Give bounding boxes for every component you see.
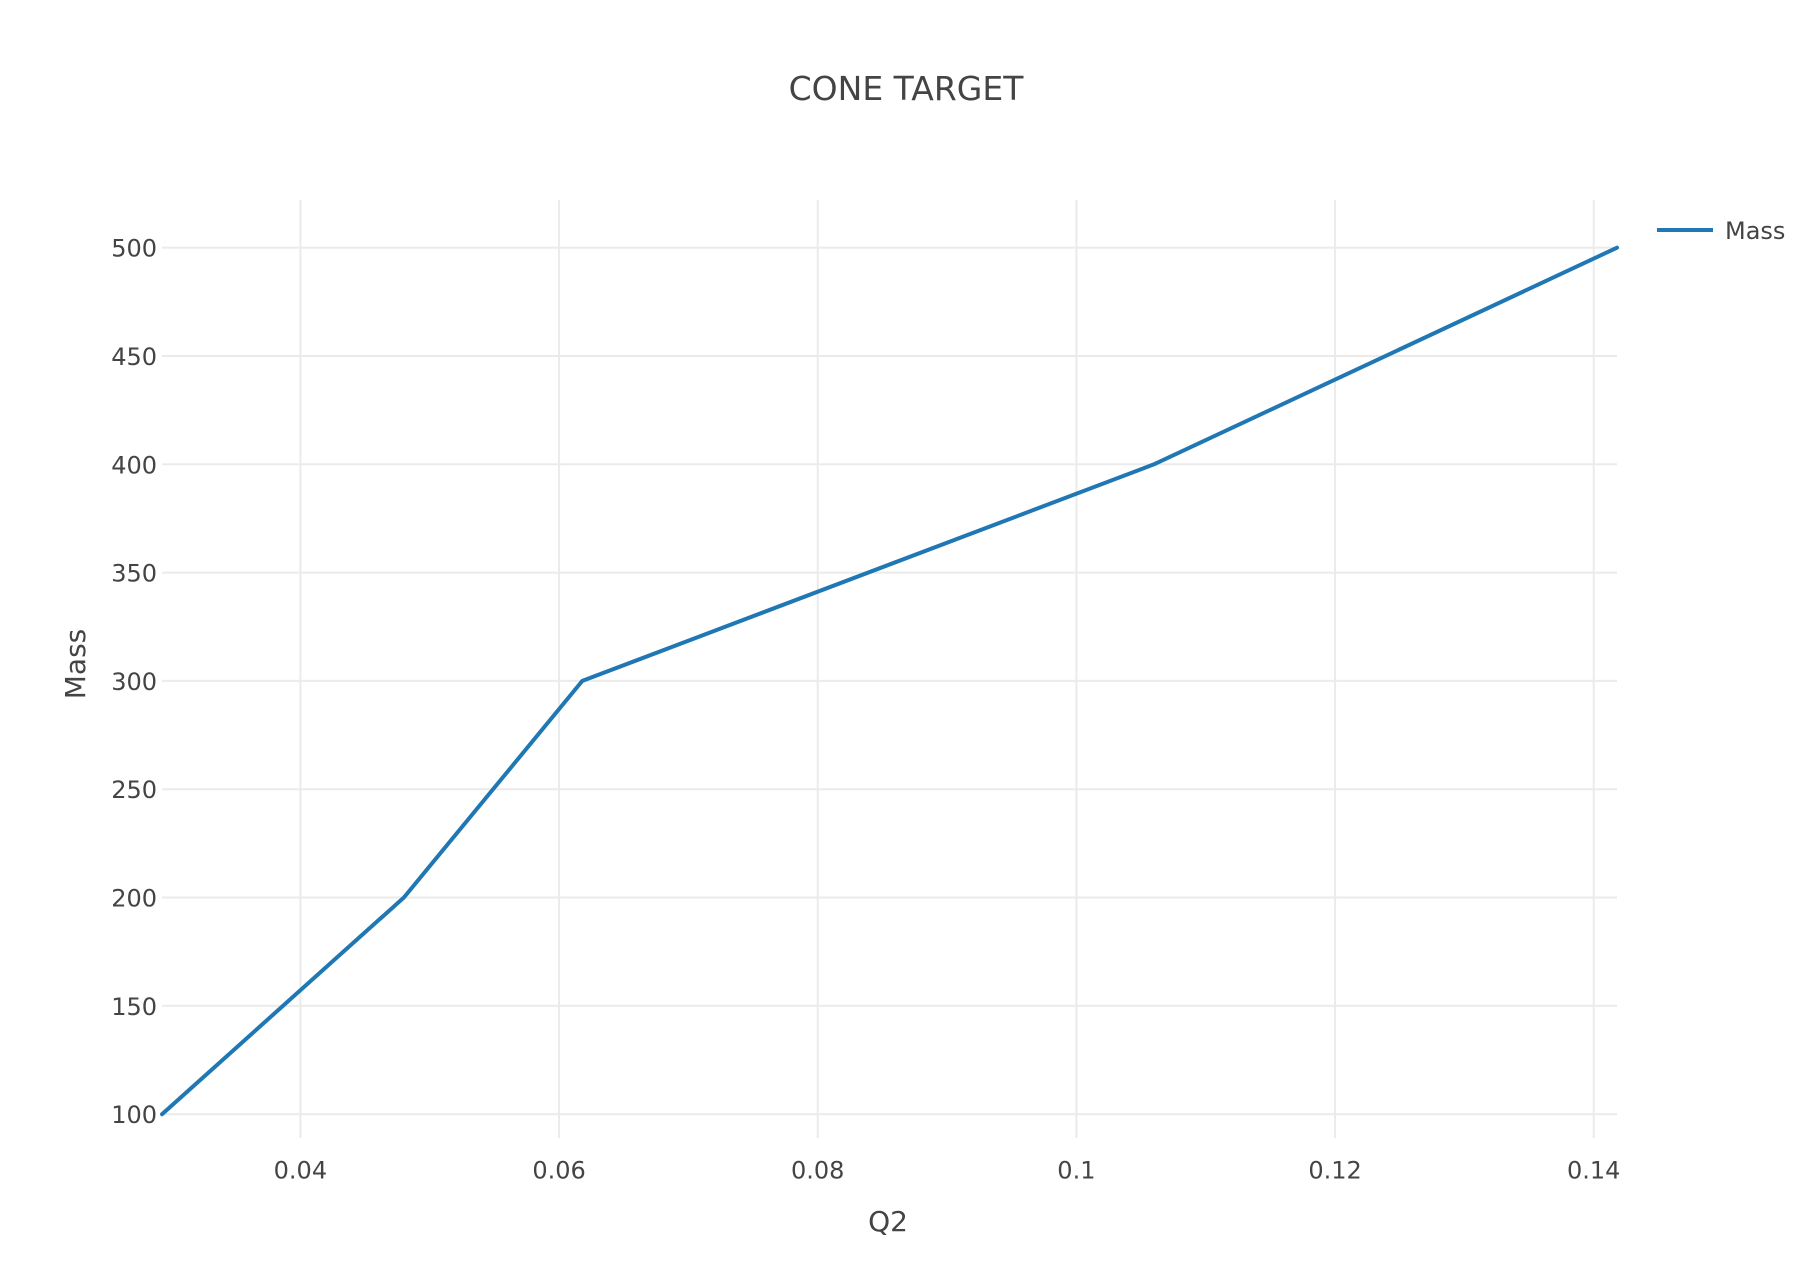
- x-tick-label: 0.14: [1567, 1157, 1620, 1185]
- x-tick-label: 0.08: [791, 1157, 844, 1185]
- data-point[interactable]: [1614, 245, 1620, 251]
- x-axis-ticks: 0.04 0.06 0.08 0.1 0.12 0.14: [274, 1157, 1621, 1185]
- x-tick-label: 0.1: [1057, 1157, 1095, 1185]
- data-point[interactable]: [1151, 461, 1157, 467]
- y-tick-label: 400: [111, 451, 157, 479]
- y-tick-label: 200: [111, 885, 157, 913]
- chart-title: CONE TARGET: [789, 69, 1025, 108]
- y-axis-ticks: 100 150 200 250 300 350 400 450 500: [111, 235, 157, 1130]
- y-tick-label: 350: [111, 560, 157, 588]
- x-tick-label: 0.06: [532, 1157, 585, 1185]
- y-tick-label: 250: [111, 776, 157, 804]
- y-tick-label: 300: [111, 668, 157, 696]
- data-point[interactable]: [401, 895, 407, 901]
- x-axis-label: Q2: [868, 1205, 908, 1238]
- y-tick-label: 150: [111, 993, 157, 1021]
- data-point[interactable]: [159, 1111, 165, 1117]
- data-point[interactable]: [579, 678, 585, 684]
- x-tick-label: 0.12: [1308, 1157, 1361, 1185]
- y-tick-label: 450: [111, 343, 157, 371]
- series-line-mass[interactable]: [160, 245, 1619, 1117]
- legend-label-mass: Mass: [1725, 217, 1785, 245]
- grid: [162, 200, 1617, 1138]
- y-tick-label: 100: [111, 1101, 157, 1129]
- legend[interactable]: Mass: [1657, 217, 1785, 245]
- y-tick-label: 500: [111, 235, 157, 263]
- x-tick-label: 0.04: [274, 1157, 327, 1185]
- y-axis-label: Mass: [59, 629, 92, 700]
- series-layer: [159, 245, 1620, 1117]
